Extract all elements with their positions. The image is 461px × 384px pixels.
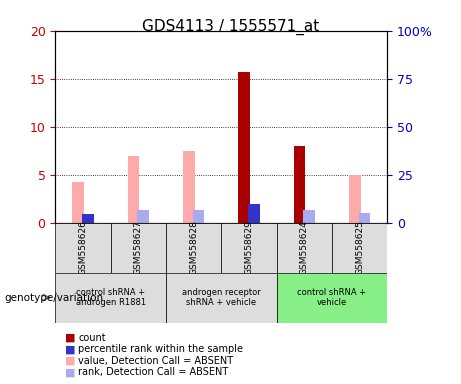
Text: value, Detection Call = ABSENT: value, Detection Call = ABSENT [78,356,233,366]
Bar [82,214,94,223]
FancyBboxPatch shape [332,223,387,273]
Text: control shRNA +
vehicle: control shRNA + vehicle [297,288,366,307]
Text: ■: ■ [65,333,75,343]
FancyBboxPatch shape [166,223,221,273]
Text: GSM558625: GSM558625 [355,220,364,275]
Text: GSM558628: GSM558628 [189,220,198,275]
Text: GSM558624: GSM558624 [300,220,309,275]
Bar [238,72,250,223]
Text: control shRNA +
androgen R1881: control shRNA + androgen R1881 [76,288,146,307]
Bar [183,151,195,223]
Text: GDS4113 / 1555571_at: GDS4113 / 1555571_at [142,19,319,35]
Text: ■: ■ [65,344,75,354]
Text: percentile rank within the sample: percentile rank within the sample [78,344,243,354]
Text: ■: ■ [65,367,75,377]
Bar [193,210,204,223]
Text: GSM558627: GSM558627 [134,220,143,275]
Text: GSM558629: GSM558629 [244,220,254,275]
Bar [303,210,315,223]
FancyBboxPatch shape [166,273,277,323]
Bar [248,204,260,223]
Bar [72,182,84,223]
Bar [128,156,139,223]
Text: GSM558626: GSM558626 [78,220,88,275]
FancyBboxPatch shape [55,273,166,323]
Text: count: count [78,333,106,343]
Text: ■: ■ [65,356,75,366]
FancyBboxPatch shape [277,273,387,323]
Text: androgen receptor
shRNA + vehicle: androgen receptor shRNA + vehicle [182,288,260,307]
Text: genotype/variation: genotype/variation [5,293,104,303]
FancyBboxPatch shape [55,223,111,273]
Bar [137,210,149,223]
FancyBboxPatch shape [111,223,166,273]
FancyBboxPatch shape [221,223,277,273]
Bar [294,146,305,223]
Bar [349,175,361,223]
Bar [359,213,370,223]
Text: rank, Detection Call = ABSENT: rank, Detection Call = ABSENT [78,367,229,377]
FancyBboxPatch shape [277,223,332,273]
